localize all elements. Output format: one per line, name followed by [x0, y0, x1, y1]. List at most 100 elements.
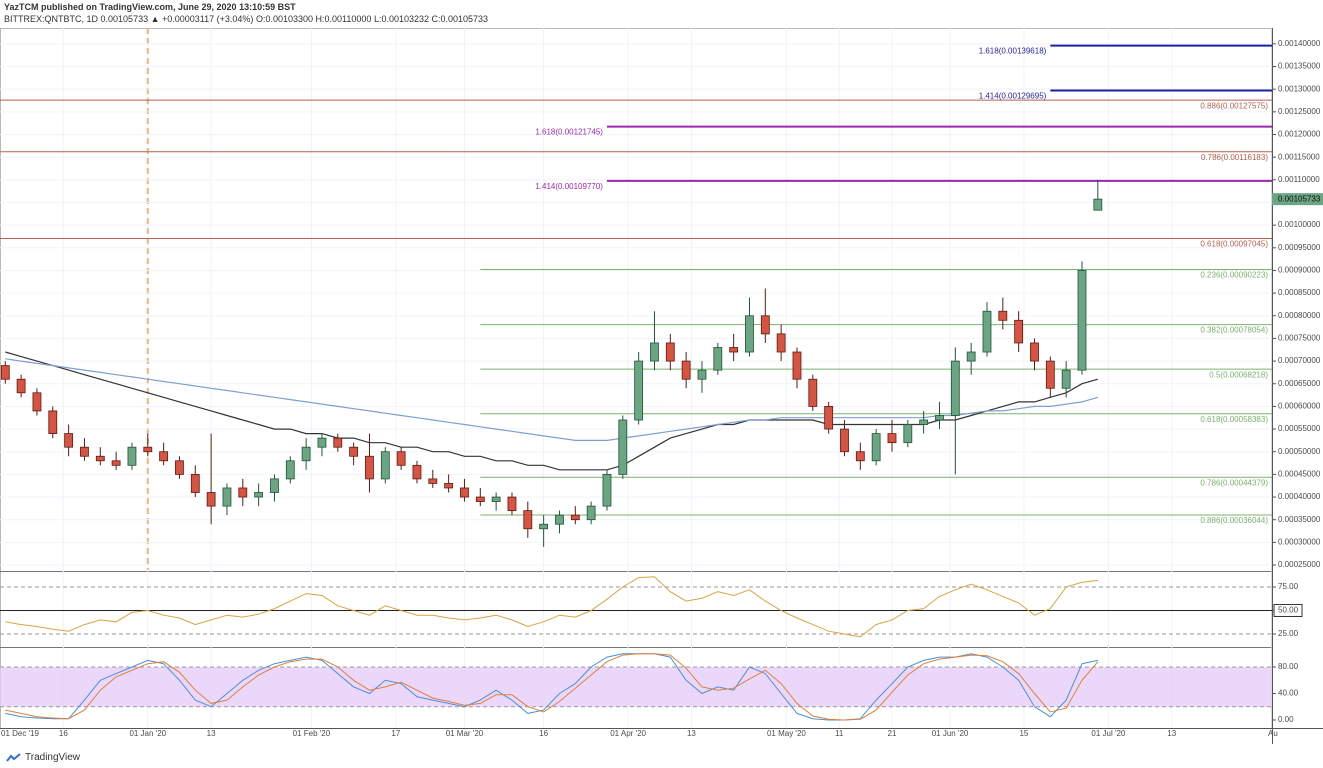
- candle-body: [95, 455, 105, 462]
- candle-body: [475, 496, 485, 502]
- candle-body: [570, 514, 580, 521]
- tick-box: [1273, 603, 1303, 617]
- y-tick-label: 25.00: [1278, 629, 1299, 638]
- y-tick-label: 0.00050000: [1278, 447, 1321, 456]
- fib-label: 0.382(0.00078054): [1200, 326, 1268, 335]
- x-tick-label: 01 Dec '19: [1, 729, 40, 738]
- y-tick-label: 0.00065000: [1278, 379, 1321, 388]
- y-tick-label: 0.00090000: [1278, 266, 1321, 275]
- candle-body: [618, 419, 628, 475]
- fib-label: 0.886(0.00127575): [1200, 101, 1268, 110]
- y-tick-label: 0.00085000: [1278, 288, 1321, 297]
- y-tick-label: 40.00: [1278, 689, 1299, 698]
- x-tick-label: 11: [835, 729, 844, 738]
- candle-body: [175, 460, 184, 475]
- candle-body: [127, 446, 137, 466]
- y-tick-label: 0.00025000: [1278, 560, 1321, 569]
- y-tick-label: 0.00055000: [1278, 424, 1321, 433]
- candle-body: [681, 360, 691, 380]
- candle-body: [966, 351, 976, 362]
- y-tick-label: 0.00: [1278, 715, 1294, 724]
- candle-body: [919, 419, 929, 425]
- fib-label: 0.618(0.00097045): [1200, 240, 1268, 249]
- y-tick-label: 0.00120000: [1278, 130, 1321, 139]
- published: YazTCM published on TradingView.com, Jun…: [4, 2, 296, 12]
- y-tick-label: 0.00095000: [1278, 243, 1321, 252]
- indicator-line: [5, 653, 1098, 721]
- fib-label: 0.886(0.00036044): [1200, 516, 1268, 525]
- y-tick-label: 0.00110000: [1278, 175, 1320, 184]
- candle-body: [365, 455, 374, 480]
- y-tick-label: 0.00125000: [1278, 107, 1321, 116]
- candle-body: [855, 451, 865, 462]
- x-tick-label: 01 Mar '20: [446, 729, 484, 738]
- candle-body: [0, 365, 10, 380]
- candle-body: [697, 369, 707, 380]
- x-tick-label: 01 Feb '20: [293, 729, 331, 738]
- candle-body: [285, 460, 295, 480]
- candle-body: [64, 433, 74, 448]
- candle-body: [254, 492, 264, 498]
- candle-body: [729, 347, 739, 353]
- candle-body: [745, 315, 754, 353]
- logo: [6, 752, 21, 762]
- candle-body: [1045, 360, 1055, 389]
- candle-body: [950, 360, 960, 416]
- y-tick-label: 50.00: [1278, 606, 1299, 615]
- candle-body: [143, 446, 153, 453]
- last-price-box: [1272, 193, 1323, 206]
- fib-label: 0.5(0.00068218): [1209, 370, 1268, 379]
- x-tick-label: 15: [1019, 729, 1028, 738]
- y-tick-label: 0.00070000: [1278, 356, 1321, 365]
- candle-body: [935, 415, 944, 421]
- candle-body: [602, 473, 612, 507]
- low: L:0.00103232: [373, 14, 429, 24]
- candle-body: [903, 424, 913, 444]
- x-tick-label: 13: [687, 729, 696, 738]
- candle-body: [80, 446, 89, 457]
- candle-body: [998, 310, 1008, 321]
- candle-body: [555, 514, 564, 525]
- last-price-label: 0.00105733: [1278, 194, 1321, 203]
- candle-body: [634, 360, 644, 421]
- y-tick-label: 0.00075000: [1278, 334, 1321, 343]
- y-tick-label: 0.00135000: [1278, 62, 1321, 71]
- candle-body: [222, 487, 232, 507]
- x-tick-label: 16: [539, 729, 548, 738]
- candle-body: [412, 464, 422, 480]
- band-fill: [0, 667, 1272, 707]
- published-line: YazTCM published on TradingView.com, Jun…: [4, 2, 296, 12]
- fib-label: 1.414(0.00129695): [979, 92, 1047, 101]
- candle-body: [665, 342, 675, 362]
- y-tick-label: 80.00: [1278, 662, 1299, 671]
- candle-body: [159, 451, 169, 462]
- chart: 01 Dec '19 16 01 Jan '20 13 01 Feb '20 17 01 M…: [0, 28, 1323, 744]
- candle-body: [428, 478, 438, 484]
- candle-body: [32, 392, 42, 412]
- y-tick-label: 0.00080000: [1278, 311, 1321, 320]
- candle-body: [301, 446, 311, 462]
- candle-body: [650, 342, 659, 362]
- x-tick-label: Au: [1268, 729, 1278, 738]
- candle-body: [380, 451, 390, 480]
- candle-body: [491, 496, 501, 502]
- candle-body: [270, 478, 279, 493]
- candle-body: [444, 483, 454, 489]
- x-tick-label: 01 Jun '20: [932, 729, 969, 738]
- fib-label: 1.618(0.00139618): [979, 47, 1047, 56]
- y-tick-label: 0.00060000: [1278, 402, 1321, 411]
- candle-body: [982, 310, 992, 353]
- indicator-line: [5, 653, 1099, 721]
- x-tick-label: 01 Jul '20: [1091, 729, 1126, 738]
- candle-body: [48, 410, 58, 434]
- plot-area: [0, 28, 1272, 728]
- change: ▲ +0.00003117 (+3.04%): [150, 14, 254, 24]
- candle-body: [333, 437, 343, 448]
- high: H:0.00110000: [315, 14, 372, 24]
- y-tick-label: 0.00040000: [1278, 492, 1321, 501]
- candle-body: [1093, 198, 1103, 211]
- candle-body: [317, 437, 327, 448]
- footer: TradingView: [6, 752, 80, 763]
- candle-body: [539, 523, 549, 530]
- footer-text: TradingView: [25, 752, 81, 763]
